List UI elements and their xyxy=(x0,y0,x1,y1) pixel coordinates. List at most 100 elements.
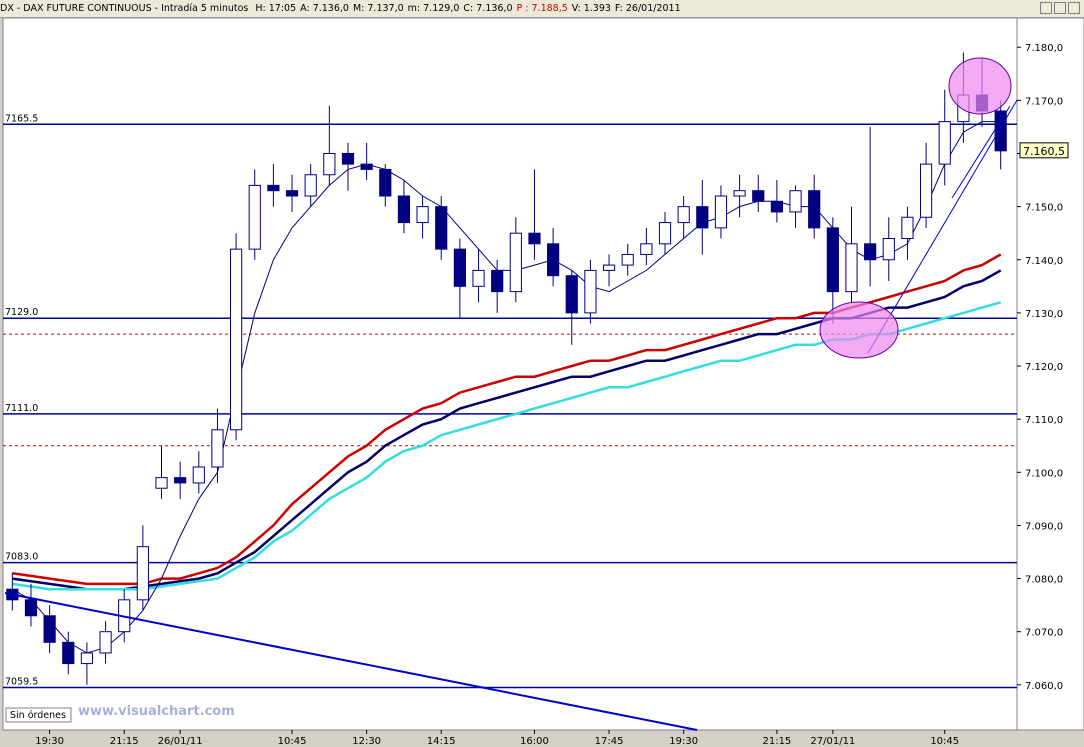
chart-title: DX - DAX FUTURE CONTINUOUS - Intradía 5 … xyxy=(0,3,249,14)
candle-body xyxy=(416,206,429,224)
candle-body xyxy=(379,168,392,197)
candle-body xyxy=(677,206,690,224)
candle-body xyxy=(435,206,448,250)
y-tick-label: 7.080,0 xyxy=(1025,575,1063,586)
candle-body xyxy=(528,232,541,245)
status-box xyxy=(5,707,72,723)
x-tick-label: 14:15 xyxy=(427,736,456,747)
candle-body xyxy=(62,641,75,665)
minimize-button[interactable] xyxy=(1040,2,1052,14)
status-text: Sin órdenes xyxy=(10,710,66,721)
y-tick-label: 7.140,0 xyxy=(1025,256,1063,267)
level-label: 7111.0 xyxy=(5,403,38,414)
candle-body xyxy=(845,243,858,293)
candle-body xyxy=(919,163,933,218)
highlight-ellipse xyxy=(948,57,1012,115)
candle-body xyxy=(192,466,205,484)
level-label: 7083.0 xyxy=(5,552,38,563)
candle-body xyxy=(323,152,336,176)
level-label: 7165.5 xyxy=(5,113,38,124)
candle-body xyxy=(248,184,261,250)
candle-body xyxy=(621,253,634,266)
drawings xyxy=(4,57,1018,731)
x-tick-label: 12:30 xyxy=(352,736,381,747)
candle-body xyxy=(994,110,1007,152)
y-tick-label: 7.100,0 xyxy=(1025,468,1063,479)
candle-body xyxy=(211,429,224,468)
candle-body xyxy=(733,190,746,197)
x-tick-label: 10:45 xyxy=(278,736,307,747)
trendline xyxy=(951,105,1011,199)
level-label: 7059.5 xyxy=(5,676,38,687)
candle-body xyxy=(658,222,672,245)
candle-body xyxy=(267,184,280,192)
x-tick-label: 10:45 xyxy=(930,736,959,747)
candle-body xyxy=(99,631,112,654)
x-tick-label: 16:00 xyxy=(520,736,549,747)
candle-body xyxy=(155,477,168,489)
x-tick-label: 26/01/11 xyxy=(158,736,203,747)
info-field: A: 7.136,0 xyxy=(300,3,349,14)
candle-body xyxy=(230,248,243,431)
candle-body xyxy=(453,248,466,287)
y-tick-label: 7.180,0 xyxy=(1025,43,1063,54)
info-field: H: 17:05 xyxy=(255,3,297,14)
info-field: V: 1.393 xyxy=(571,3,611,14)
info-field: M: 7.137,0 xyxy=(352,3,404,14)
y-tick-label: 7.060,0 xyxy=(1025,681,1063,692)
info-field: m: 7.129,0 xyxy=(407,3,460,14)
y-tick-label: 7.120,0 xyxy=(1025,362,1063,373)
trendline xyxy=(867,99,1018,354)
y-tick-label: 7.110,0 xyxy=(1025,415,1063,426)
candle-body xyxy=(640,243,653,255)
x-tick-label: 27/01/11 xyxy=(810,736,855,747)
candle-body xyxy=(547,243,560,277)
candle-body xyxy=(752,190,765,202)
y-tick-label: 7.170,0 xyxy=(1025,96,1063,107)
highlight-ellipse xyxy=(819,301,899,359)
x-tick-label: 19:30 xyxy=(35,736,64,747)
candle-body xyxy=(901,216,914,240)
candle-body xyxy=(174,477,187,484)
window-buttons xyxy=(1040,2,1080,14)
candle-body xyxy=(43,615,56,643)
x-tick-label: 21:15 xyxy=(762,736,791,747)
last-price-tag xyxy=(1019,142,1069,159)
candle-body xyxy=(80,652,94,665)
maximize-button[interactable] xyxy=(1054,2,1066,14)
candle-body xyxy=(397,195,411,224)
candle-body xyxy=(360,163,373,170)
last-price-label: 7.160,5 xyxy=(1023,145,1065,158)
info-field: P : 7.188,5 xyxy=(516,3,568,14)
candle-body xyxy=(808,190,821,229)
candle-body xyxy=(565,275,578,314)
candle-body xyxy=(491,269,504,293)
info-field: C: 7.136,0 xyxy=(463,3,513,14)
candle-body xyxy=(304,174,317,197)
candle-body xyxy=(24,599,38,617)
candle-body xyxy=(602,264,616,271)
y-tick-label: 7.130,0 xyxy=(1025,309,1063,320)
candle-body xyxy=(938,121,951,165)
plot-area xyxy=(2,18,1018,731)
trendline xyxy=(4,592,698,731)
y-axis-area xyxy=(1016,18,1084,731)
candle-body xyxy=(882,238,895,261)
x-tick-label: 19:30 xyxy=(669,736,698,747)
chart: 7.060,0 7.070,0 7.080,0 7.090,0 7.100,0 7.110… xyxy=(2,18,1084,747)
candle-body xyxy=(285,190,299,197)
candle-body xyxy=(770,200,783,213)
candle-body xyxy=(509,232,522,293)
candle-body xyxy=(864,243,877,261)
x-tick-label: 21:15 xyxy=(110,736,139,747)
y-tick-label: 7.150,0 xyxy=(1025,203,1063,214)
candle-body xyxy=(789,190,802,213)
candle-body xyxy=(341,152,355,165)
info-field: F: 26/01/2011 xyxy=(614,3,681,14)
candle-body xyxy=(136,546,149,601)
level-label: 7129.0 xyxy=(5,307,38,318)
y-tick-label: 7.090,0 xyxy=(1025,521,1063,532)
close-button[interactable] xyxy=(1068,2,1080,14)
candle-body xyxy=(826,227,839,293)
